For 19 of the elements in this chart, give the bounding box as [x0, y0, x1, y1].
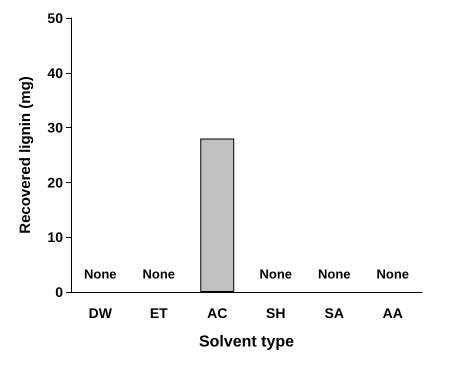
- x-tick-label: ET: [150, 305, 168, 321]
- y-tick-label: 0: [55, 284, 64, 300]
- text: None: [84, 266, 116, 282]
- text: None: [318, 266, 350, 282]
- text: None: [142, 266, 175, 282]
- x-tick-label: DW: [88, 305, 113, 321]
- x-tick-label: SA: [324, 305, 344, 321]
- y-tick-label: 10: [47, 229, 64, 246]
- text: None: [376, 266, 409, 282]
- x-tick-label: AA: [382, 305, 403, 321]
- x-tick-label: AC: [207, 305, 228, 321]
- x-axis-title: Solvent type: [198, 334, 294, 350]
- y-tick-label: 50: [47, 10, 64, 26]
- x-tick-label: SH: [266, 305, 286, 321]
- y-tick-label: 20: [47, 174, 64, 190]
- y-tick-label: 30: [47, 120, 64, 136]
- y-tick-label: 40: [47, 64, 64, 81]
- text: None: [260, 266, 292, 282]
- y-axis-title: Recovered lignin (mg): [17, 76, 34, 234]
